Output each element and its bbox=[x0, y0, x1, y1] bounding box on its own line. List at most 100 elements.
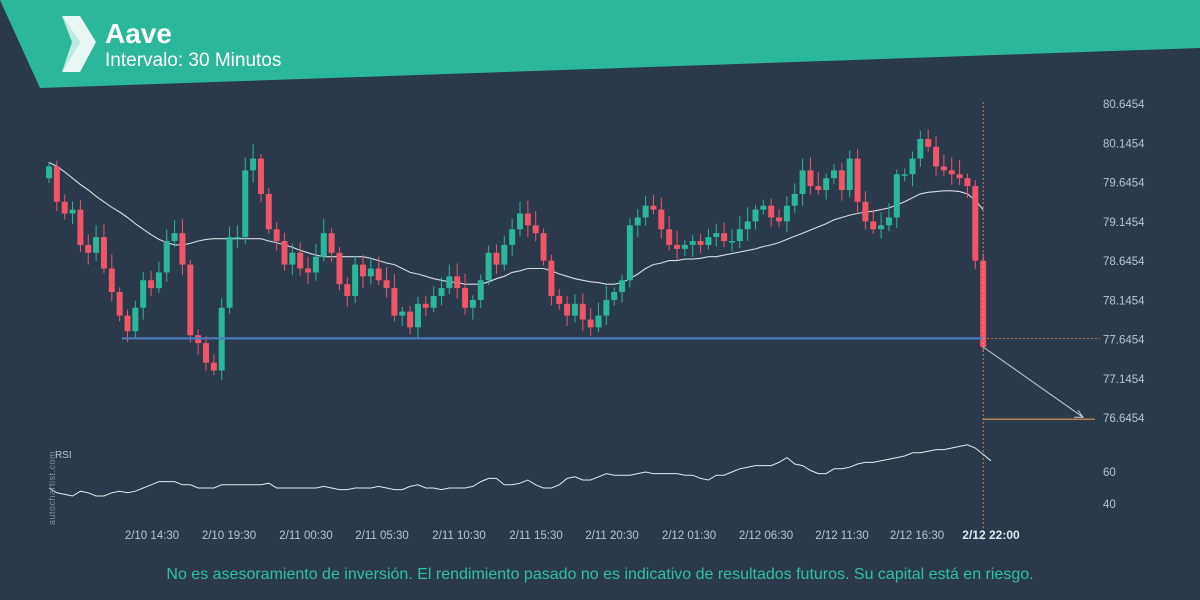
rsi-panel: RSI 60 40 bbox=[48, 444, 1116, 511]
candle-body bbox=[93, 237, 100, 253]
candle bbox=[407, 305, 414, 335]
candle bbox=[360, 255, 366, 289]
forecast-arrow bbox=[982, 346, 1084, 418]
candle-body bbox=[257, 158, 264, 194]
candle bbox=[972, 180, 979, 269]
candle bbox=[367, 257, 374, 285]
candle-body bbox=[595, 315, 602, 328]
candle-body bbox=[242, 170, 249, 238]
candles bbox=[46, 129, 987, 380]
candle-body bbox=[697, 241, 704, 245]
candle-body bbox=[226, 237, 233, 308]
candle-body bbox=[823, 178, 830, 190]
candle-body bbox=[885, 217, 892, 226]
candle-body bbox=[917, 138, 924, 159]
candle-body bbox=[799, 170, 806, 194]
candle bbox=[179, 219, 186, 276]
price-tick-label: 79.6454 bbox=[1103, 178, 1145, 190]
rsi-tick-label: 40 bbox=[1103, 499, 1116, 511]
candle bbox=[187, 259, 194, 343]
price-tick-label: 78.6454 bbox=[1103, 256, 1145, 268]
candle bbox=[807, 157, 814, 195]
candle-body bbox=[940, 166, 947, 171]
candle bbox=[799, 158, 806, 206]
time-tick-label: 2/12 22:00 bbox=[962, 528, 1020, 542]
candle bbox=[854, 149, 861, 214]
candle-body bbox=[53, 166, 60, 202]
candle bbox=[579, 293, 586, 332]
candle bbox=[768, 198, 775, 227]
candle-body bbox=[815, 186, 822, 190]
candle bbox=[744, 207, 751, 242]
candle bbox=[265, 188, 272, 234]
candle-body bbox=[564, 303, 571, 316]
candle bbox=[776, 209, 783, 228]
candle-body bbox=[674, 244, 680, 249]
candle bbox=[870, 209, 877, 234]
time-tick-label: 2/11 15:30 bbox=[509, 530, 563, 542]
candle-body bbox=[571, 303, 578, 316]
candle-body bbox=[705, 237, 712, 245]
candle bbox=[933, 136, 940, 176]
candle bbox=[846, 150, 853, 198]
candle-body bbox=[681, 244, 688, 249]
candle bbox=[116, 287, 123, 322]
time-tick-label: 2/11 00:30 bbox=[279, 530, 333, 542]
time-axis: 2/10 14:30 2/10 19:30 2/11 00:30 2/11 05:30… bbox=[125, 528, 1020, 542]
candle bbox=[422, 295, 429, 316]
candle-body bbox=[579, 303, 586, 320]
candle bbox=[210, 354, 217, 376]
candle-body bbox=[297, 252, 304, 269]
candle-body bbox=[509, 229, 516, 245]
candle bbox=[85, 234, 92, 265]
candle-body bbox=[517, 213, 523, 230]
candle-body bbox=[477, 280, 484, 300]
candle-body bbox=[399, 311, 406, 316]
price-tick-label: 77.6454 bbox=[1103, 335, 1145, 347]
candle bbox=[46, 161, 52, 183]
candle bbox=[454, 263, 461, 299]
candle bbox=[736, 216, 743, 249]
rsi-line bbox=[48, 444, 992, 497]
candle bbox=[611, 287, 618, 306]
candle bbox=[587, 307, 594, 336]
candle bbox=[375, 256, 382, 285]
candle bbox=[140, 272, 147, 320]
candle-body bbox=[273, 229, 280, 242]
time-tick-label: 2/12 06:30 bbox=[739, 530, 793, 542]
candle bbox=[273, 222, 280, 251]
candle-body bbox=[171, 233, 178, 242]
candle-body bbox=[603, 299, 610, 316]
candle bbox=[352, 256, 359, 304]
candle bbox=[493, 244, 500, 274]
candle bbox=[203, 335, 209, 371]
candle bbox=[783, 196, 790, 232]
candle-body bbox=[768, 205, 775, 218]
candle bbox=[226, 226, 233, 314]
candle bbox=[485, 245, 492, 285]
candle bbox=[721, 222, 728, 247]
candle-body bbox=[862, 201, 869, 222]
candle bbox=[305, 256, 312, 285]
candle-body bbox=[462, 288, 469, 308]
candle bbox=[893, 169, 900, 229]
candle bbox=[564, 295, 571, 327]
candle bbox=[509, 218, 516, 256]
candle bbox=[689, 235, 696, 257]
time-tick-label: 2/12 01:30 bbox=[662, 530, 716, 542]
candle bbox=[250, 144, 257, 183]
candle-body bbox=[658, 209, 665, 230]
candle bbox=[666, 216, 673, 251]
candle-body bbox=[909, 158, 916, 175]
candle-body bbox=[893, 174, 900, 218]
candle-body bbox=[281, 241, 288, 265]
watermark: autochartist.com bbox=[47, 450, 57, 525]
candle bbox=[195, 329, 202, 355]
candle bbox=[885, 203, 892, 232]
time-tick-label: 2/11 05:30 bbox=[355, 530, 409, 542]
candle-body bbox=[972, 186, 979, 261]
candle bbox=[148, 270, 155, 297]
candle bbox=[571, 294, 578, 323]
rsi-label: RSI bbox=[55, 450, 72, 461]
candle bbox=[909, 151, 916, 187]
